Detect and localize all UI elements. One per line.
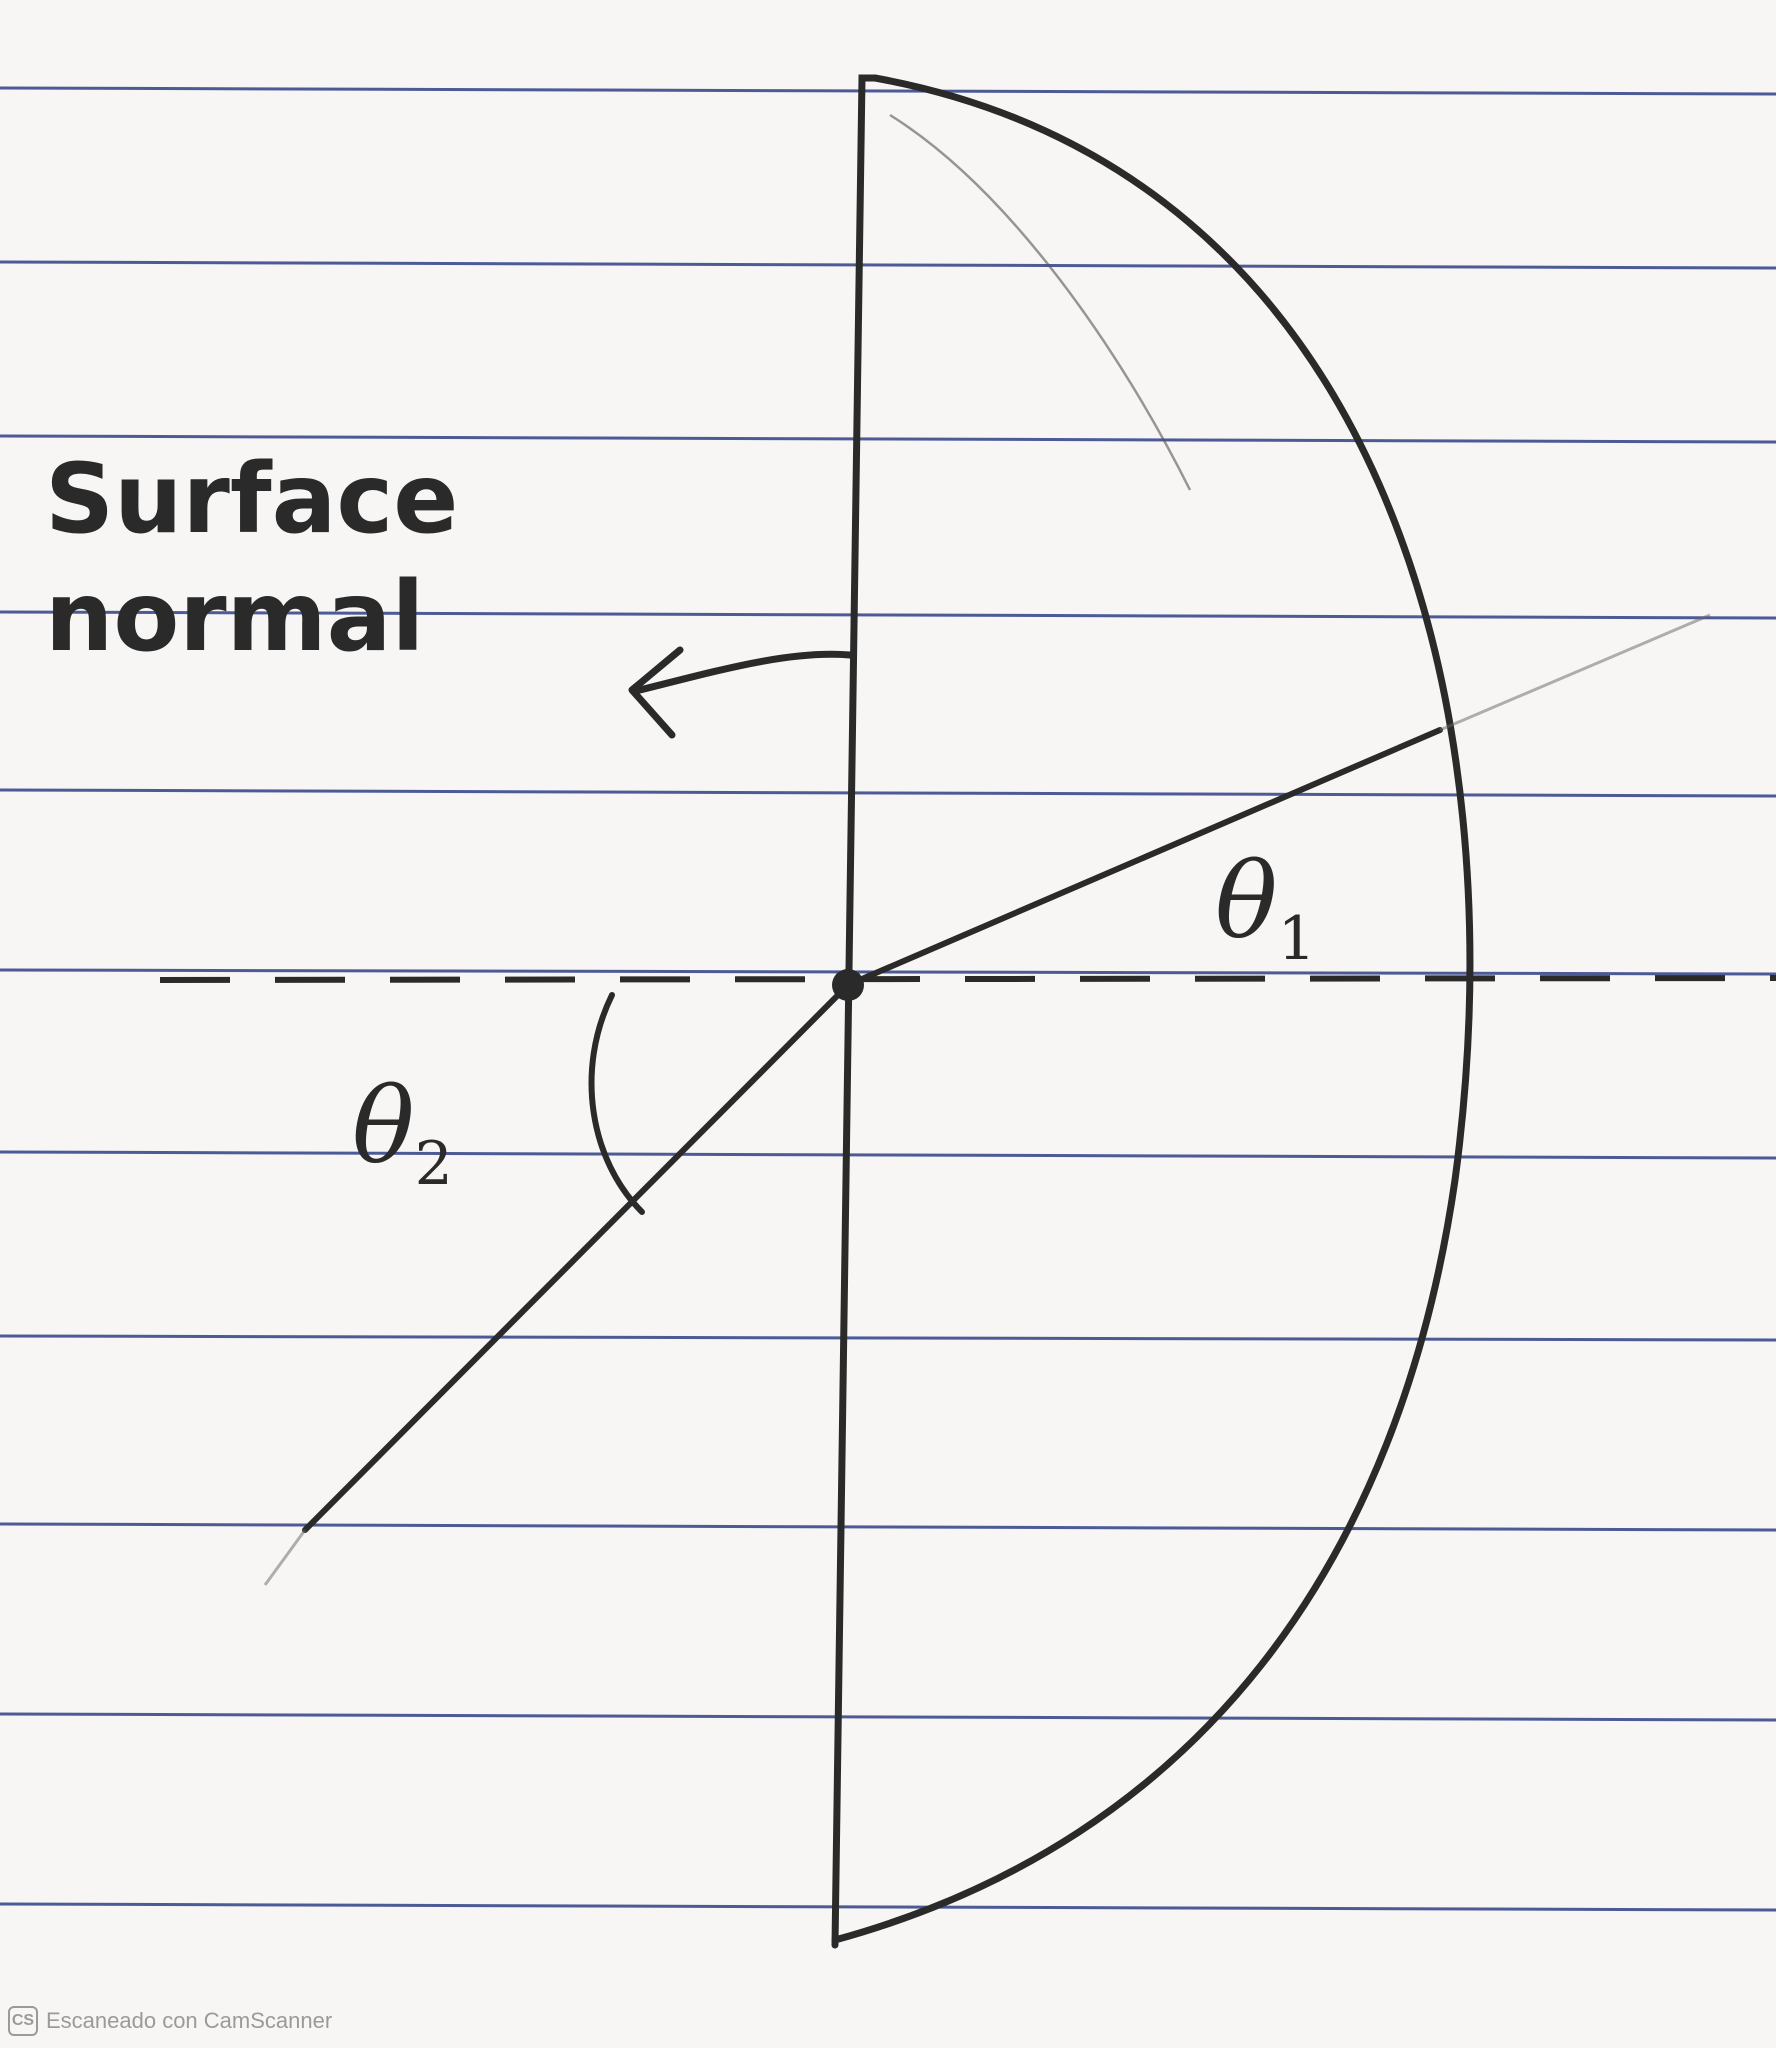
theta2-label: θ2 xyxy=(352,1065,453,1199)
label-arrow xyxy=(636,650,854,694)
semicircle-outline xyxy=(831,74,1474,1944)
theta1-label: θ1 xyxy=(1215,840,1316,974)
arrow-head-icon xyxy=(628,646,684,739)
ray-refracted-extension xyxy=(263,1529,307,1586)
ray-extension xyxy=(1439,613,1711,732)
camscanner-logo-icon: CS xyxy=(8,2006,38,2036)
theta1-symbol: θ xyxy=(1215,840,1278,962)
ray-inside xyxy=(845,727,1443,988)
theta1-subscript: 1 xyxy=(1277,903,1316,974)
surface-normal-label-line1: Surface xyxy=(45,443,459,555)
normal-dashed-line xyxy=(159,975,1776,983)
theta2-subscript: 2 xyxy=(414,1128,453,1199)
ruled-lines xyxy=(0,86,1776,1912)
flat-face-line xyxy=(831,74,879,1949)
surface-normal-label: Surface normal xyxy=(45,440,458,676)
watermark-text: Escaneado con CamScanner xyxy=(46,2008,333,2033)
angle-arc-theta2 xyxy=(588,992,645,1215)
camscanner-watermark: CS Escaneado con CamScanner xyxy=(8,2004,332,2038)
sketch-stroke xyxy=(889,113,1192,491)
surface-normal-label-line2: normal xyxy=(45,561,425,673)
ray-refracted xyxy=(302,982,851,1533)
theta2-symbol: θ xyxy=(352,1065,415,1187)
